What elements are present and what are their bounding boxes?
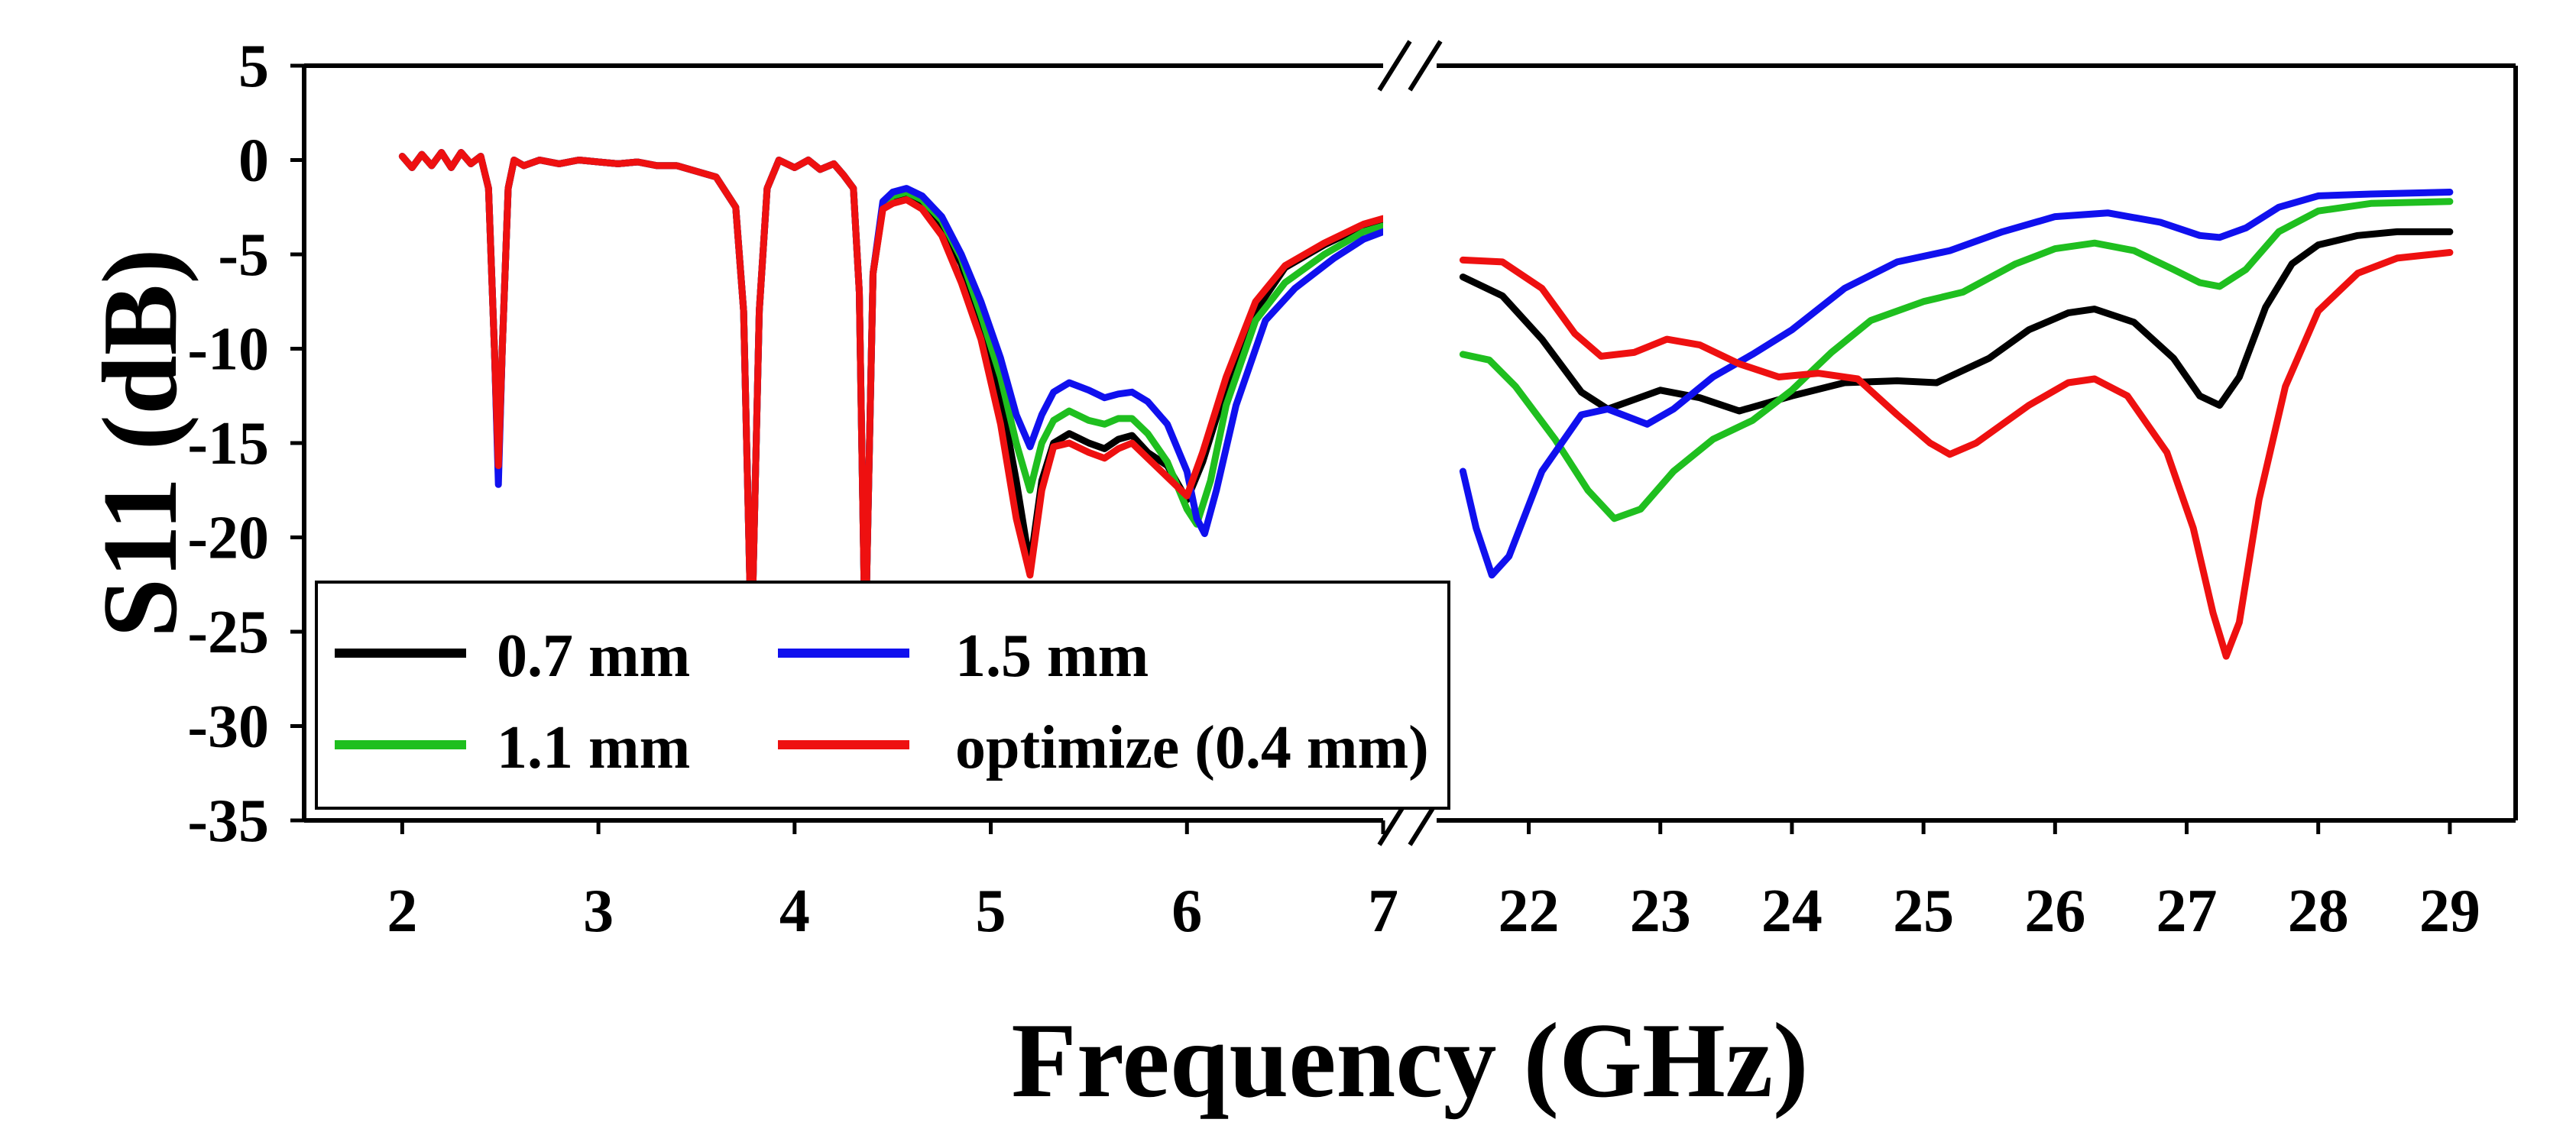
x-tick-label-1-1: 23 xyxy=(1630,878,1691,945)
y-axis-title: S11 (dB) xyxy=(81,248,199,638)
y-tick-label-1: 0 xyxy=(238,128,269,195)
y-tick-label-6: -25 xyxy=(187,599,269,666)
break-mark-top-1 xyxy=(1377,40,1412,92)
x-tick-label-1-2: 24 xyxy=(1761,878,1823,945)
y-tick-label-4: -15 xyxy=(187,410,269,477)
legend-label-1: 1.5 mm xyxy=(955,623,1149,690)
x-tick-label-1-4: 26 xyxy=(2024,878,2085,945)
y-tick-label-5: -20 xyxy=(187,505,269,572)
legend-label-0: 0.7 mm xyxy=(497,623,690,690)
x-tick-label-0-3: 5 xyxy=(976,878,1006,945)
legend-item-2: 1.1 mm xyxy=(335,714,690,781)
x-tick-label-1-3: 25 xyxy=(1893,878,1954,945)
x-tick-label-1-0: 22 xyxy=(1499,878,1560,945)
legend-box xyxy=(315,581,1450,810)
x-axis-title: Frequency (GHz) xyxy=(1011,1001,1808,1120)
legend-label-2: 1.1 mm xyxy=(497,714,690,781)
legend-item-3: optimize (0.4 mm) xyxy=(778,714,1429,781)
x-tick-label-1-6: 28 xyxy=(2288,878,2349,945)
y-tick-label-2: -5 xyxy=(218,222,269,289)
series-line-3-high xyxy=(1459,249,2454,660)
series-line-2-high xyxy=(1459,189,2454,579)
series-line-3-low xyxy=(398,149,1383,655)
legend: 0.7 mm 1.5 mm 1.1 mm optimize (0.4 mm) xyxy=(315,581,1450,810)
y-tick-label-3: -10 xyxy=(187,316,269,383)
axis-ticks xyxy=(290,63,2452,834)
x-tick-label-0-4: 6 xyxy=(1171,878,1202,945)
y-tick-label-0: 5 xyxy=(238,33,269,100)
x-tick-label-0-1: 3 xyxy=(583,878,614,945)
x-tick-label-0-2: 4 xyxy=(779,878,810,945)
series-line-1-high xyxy=(1459,198,2454,522)
plot-lines xyxy=(398,149,2454,660)
x-tick-label-1-7: 29 xyxy=(2419,878,2480,945)
y-tick-label-8: -35 xyxy=(187,788,269,855)
legend-label-3: optimize (0.4 mm) xyxy=(955,714,1429,781)
break-mark-top-2 xyxy=(1408,40,1443,92)
series-line-0-high xyxy=(1459,228,2454,415)
axis-tick-labels: 50-5-10-15-20-25-30-352 3 4 5 6 7 22 23 24 25 26 27… xyxy=(187,33,2480,945)
y-tick-label-7: -30 xyxy=(187,694,269,761)
x-tick-label-0-5: 7 xyxy=(1368,878,1398,945)
legend-item-1: 1.5 mm xyxy=(778,623,1149,690)
legend-item-0: 0.7 mm xyxy=(335,623,690,690)
x-tick-label-0-0: 2 xyxy=(387,878,417,945)
x-tick-label-1-5: 27 xyxy=(2156,878,2218,945)
